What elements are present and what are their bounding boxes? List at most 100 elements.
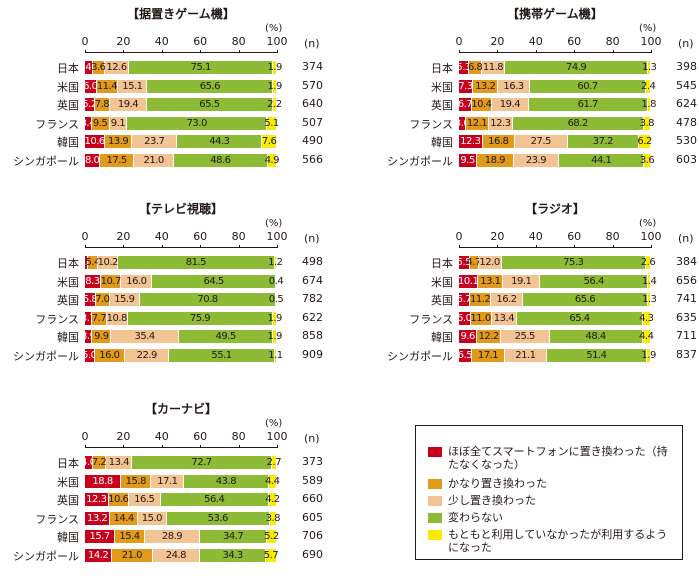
bar-segment: 28.9 <box>144 530 201 543</box>
data-label: 44.1 <box>591 154 612 166</box>
x-tick-mark <box>123 245 125 248</box>
bar-segment: 3.8 <box>640 116 655 130</box>
data-label: 3.8 <box>265 512 281 524</box>
stacked-bar: 10.6 13.9 23.7 44.3 7.6 <box>85 135 277 148</box>
x-tick-label: 60 <box>193 35 208 48</box>
bar-segment: 6.8 <box>468 61 483 74</box>
bar-segment: 65.6 <box>522 293 649 306</box>
data-label: 7.6 <box>261 136 277 147</box>
data-label: 49.5 <box>215 331 236 342</box>
chart-panel-0: 【据置きゲーム機】 (%) (n) 0 20 40 60 80 100 日本 4 3.6 12.6 75.… <box>0 5 330 185</box>
x-tick-label: 100 <box>266 35 288 48</box>
bar-segment: 12.3 <box>489 116 513 130</box>
bar-segment: 53.6 <box>166 511 270 525</box>
bar-segment: 10.6 <box>108 493 129 506</box>
category-label: 英国 <box>57 294 79 307</box>
stacked-bar: 8.3 10.7 16.0 64.5 0.4 <box>85 274 284 288</box>
bar-segment: 4 <box>85 61 93 74</box>
bar-segment: 48.6 <box>174 153 268 167</box>
bar-segment: 8.0 <box>84 153 101 167</box>
data-label: 12.6 <box>106 62 127 73</box>
x-tick-mark <box>459 245 460 248</box>
x-tick-mark <box>200 445 202 448</box>
data-label: 1.9 <box>267 331 282 342</box>
data-label: 11.4 <box>96 80 118 92</box>
bar-segment: 72.7 <box>132 456 272 469</box>
bar-segment: 1.9 <box>267 311 282 325</box>
bar-segment: 1.3 <box>642 61 657 74</box>
data-label: 16.8 <box>488 136 509 147</box>
data-label: 8.0 <box>84 154 100 166</box>
stacked-bar: 9.6 12.2 25.5 48.4 4.4 <box>459 330 654 343</box>
bar-segment: 13.4 <box>106 456 133 469</box>
category-label: 英国 <box>431 99 453 112</box>
bar-segment: 0.5 <box>269 293 284 306</box>
bar-segment: 5.2 <box>264 530 279 543</box>
n-value: 690 <box>302 547 323 561</box>
n-value: 603 <box>676 152 697 166</box>
stacked-bar: 12.3 10.6 16.5 56.4 4.2 <box>85 493 280 506</box>
category-label: 英国 <box>57 99 79 112</box>
bar-segment: 11.0 <box>470 311 492 325</box>
x-tick-mark <box>651 245 652 248</box>
category-label: 日本 <box>57 62 79 75</box>
data-label: 10.6 <box>84 136 106 147</box>
n-value: 706 <box>302 529 323 542</box>
bar-segment: 10.8 <box>107 311 128 325</box>
bar-segment: 12.6 <box>104 61 130 74</box>
n-value: 635 <box>676 310 697 324</box>
data-label: 75.9 <box>189 312 211 324</box>
data-label: 6.2 <box>637 136 652 147</box>
bar-segment: 34.7 <box>200 530 267 543</box>
bar-segment: 11.8 <box>482 61 505 74</box>
stacked-bar: 3.6 12.1 12.3 68.2 3.8 <box>455 116 655 130</box>
bar-segment: 3.6 <box>640 153 655 167</box>
data-label: 5.8 <box>82 294 98 305</box>
data-label: 5.0 <box>82 349 97 361</box>
data-label: 6.0 <box>457 312 472 324</box>
n-value: 530 <box>676 134 697 147</box>
data-label: 64.5 <box>203 275 224 287</box>
bar-segment: 5.5 <box>457 256 471 269</box>
n-header: (n) <box>304 37 320 50</box>
x-tick-label: 20 <box>490 230 505 243</box>
x-tick-label: 80 <box>605 230 620 243</box>
category-label: フランス <box>35 117 79 131</box>
unit-label: (%) <box>639 218 657 229</box>
data-label: 81.5 <box>185 257 207 268</box>
x-tick-label: 80 <box>605 35 620 48</box>
n-value: 741 <box>676 292 697 305</box>
stacked-bar: 3.4 9.5 9.1 73.0 5.1 <box>81 116 279 130</box>
category-label: 韓国 <box>57 136 79 149</box>
stacked-bar: 8.0 17.5 21.0 48.6 4.9 <box>84 153 279 167</box>
bar-segment: 56.4 <box>160 493 269 506</box>
chart-title: 【カーナビ】 <box>144 402 217 416</box>
data-label: 4.4 <box>265 475 280 487</box>
bar-segment: 48.4 <box>549 330 643 343</box>
bar-segment: 65.6 <box>147 79 274 93</box>
x-tick-mark <box>277 50 278 53</box>
bar-segment: 68.2 <box>512 116 644 130</box>
data-label: 27.5 <box>530 136 552 147</box>
bar-segment: 34.3 <box>200 548 267 562</box>
data-label: 44.3 <box>209 136 230 147</box>
n-value: 373 <box>302 455 323 468</box>
x-tick-label: 80 <box>231 430 246 443</box>
data-label: 13.4 <box>108 457 130 468</box>
stacked-bar: 4.0 7.2 13.4 72.7 2.7 <box>81 456 282 469</box>
stacked-bar: 6.5 17.1 21.1 51.4 1.9 <box>458 348 656 362</box>
bar-segment: 5.4 <box>86 256 100 269</box>
bar-segment: 1.9 <box>267 61 282 74</box>
bar-segment: 6.7 <box>457 98 473 111</box>
data-label: 75.1 <box>190 62 212 73</box>
bar-segment: 17.5 <box>100 153 134 167</box>
category-label: 米国 <box>57 80 79 94</box>
data-label: 6.7 <box>457 99 473 110</box>
bar-segment: 13.4 <box>491 311 518 325</box>
data-label: 5.3 <box>456 62 471 73</box>
x-tick-label: 20 <box>490 35 505 48</box>
bar-segment: 23.7 <box>131 135 178 148</box>
bar-segment: 7.2 <box>92 456 107 469</box>
x-tick-label: 40 <box>154 35 169 48</box>
category-label: 米国 <box>57 275 79 289</box>
